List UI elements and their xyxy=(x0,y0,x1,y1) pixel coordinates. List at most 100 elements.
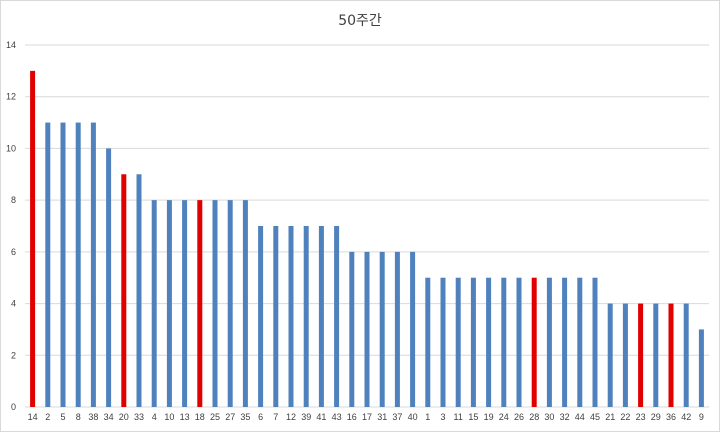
x-tick-label: 23 xyxy=(636,412,646,422)
x-tick-label: 18 xyxy=(195,412,205,422)
x-tick-label: 9 xyxy=(699,412,704,422)
x-tick-label: 8 xyxy=(76,412,81,422)
x-tick-label: 14 xyxy=(28,412,38,422)
x-tick-label: 40 xyxy=(408,412,418,422)
x-tick-label: 34 xyxy=(104,412,114,422)
y-tick-label: 14 xyxy=(6,40,16,50)
x-tick-label: 26 xyxy=(514,412,524,422)
bar-23 xyxy=(638,303,644,407)
x-tick-label: 25 xyxy=(210,412,220,422)
bar-2 xyxy=(45,122,51,408)
x-tick-label: 15 xyxy=(468,412,478,422)
x-tick-label: 16 xyxy=(347,412,357,422)
x-tick-label: 29 xyxy=(651,412,661,422)
bars xyxy=(30,70,704,408)
y-tick-label: 10 xyxy=(6,143,16,153)
x-tick-label: 2 xyxy=(45,412,50,422)
bar-44 xyxy=(577,277,583,407)
bar-45 xyxy=(592,277,598,407)
bar-9 xyxy=(698,329,704,407)
x-tick-label: 37 xyxy=(392,412,402,422)
x-tick-label: 11 xyxy=(454,412,463,422)
bar-39 xyxy=(303,226,309,407)
x-tick-label: 1 xyxy=(425,412,430,422)
bar-3 xyxy=(440,277,446,407)
x-tick-label: 30 xyxy=(544,412,554,422)
x-tick-label: 13 xyxy=(180,412,190,422)
x-tick-label: 6 xyxy=(258,412,263,422)
x-tick-label: 44 xyxy=(575,412,585,422)
bar-36 xyxy=(668,303,674,407)
bar-11 xyxy=(455,277,461,407)
bar-25 xyxy=(212,200,218,407)
y-tick-label: 8 xyxy=(11,195,16,205)
x-tick-label: 5 xyxy=(60,412,65,422)
bar-19 xyxy=(486,277,492,407)
x-tick-label: 7 xyxy=(273,412,278,422)
x-tick-label: 35 xyxy=(240,412,250,422)
bar-41 xyxy=(318,226,324,407)
y-axis-ticks: 0 2 4 6 8 10 12 14 xyxy=(6,40,16,412)
bar-37 xyxy=(394,251,400,407)
x-tick-label: 22 xyxy=(620,412,630,422)
bar-31 xyxy=(379,251,385,407)
y-tick-label: 4 xyxy=(11,299,16,309)
bar-14 xyxy=(30,70,36,407)
bar-35 xyxy=(242,200,248,407)
x-tick-label: 19 xyxy=(484,412,494,422)
bar-22 xyxy=(622,303,628,407)
x-tick-label: 17 xyxy=(362,412,372,422)
x-tick-label: 36 xyxy=(666,412,676,422)
x-tick-label: 45 xyxy=(590,412,600,422)
x-tick-label: 20 xyxy=(119,412,129,422)
bar-10 xyxy=(166,200,172,407)
y-tick-label: 6 xyxy=(11,247,16,257)
x-tick-label: 39 xyxy=(301,412,311,422)
bar-30 xyxy=(546,277,552,407)
y-tick-label: 2 xyxy=(11,350,16,360)
bar-28 xyxy=(531,277,537,407)
x-tick-label: 27 xyxy=(225,412,235,422)
bar-40 xyxy=(410,251,416,407)
bar-17 xyxy=(364,251,370,407)
bar-38 xyxy=(90,122,96,408)
bar-20 xyxy=(121,174,127,407)
bar-43 xyxy=(334,226,340,407)
x-tick-label: 4 xyxy=(152,412,157,422)
bar-7 xyxy=(273,226,279,407)
x-tick-label: 38 xyxy=(88,412,98,422)
x-tick-label: 12 xyxy=(286,412,296,422)
x-tick-label: 43 xyxy=(332,412,342,422)
x-tick-label: 10 xyxy=(164,412,174,422)
bar-18 xyxy=(197,200,203,407)
bar-24 xyxy=(501,277,507,407)
x-tick-label: 31 xyxy=(377,412,387,422)
x-tick-label: 28 xyxy=(529,412,539,422)
y-tick-label: 0 xyxy=(11,402,16,412)
bar-21 xyxy=(607,303,613,407)
bar-29 xyxy=(653,303,659,407)
x-tick-label: 21 xyxy=(605,412,615,422)
x-tick-label: 32 xyxy=(560,412,570,422)
x-tick-label: 41 xyxy=(316,412,326,422)
bar-13 xyxy=(182,200,188,407)
bar-15 xyxy=(470,277,476,407)
x-tick-label: 24 xyxy=(499,412,509,422)
bar-33 xyxy=(136,174,142,407)
bar-4 xyxy=(151,200,157,407)
bar-16 xyxy=(349,251,355,407)
bar-42 xyxy=(683,303,689,407)
bar-5 xyxy=(60,122,66,408)
x-tick-label: 42 xyxy=(681,412,691,422)
bar-34 xyxy=(106,148,112,407)
x-tick-label: 3 xyxy=(440,412,445,422)
bar-8 xyxy=(75,122,81,408)
bar-27 xyxy=(227,200,233,407)
bar-12 xyxy=(288,226,294,407)
x-axis-ticks: 14 2 5 8 38 34 20 33 4 10 13 18 25 27 35 6 7 12 39 41 43 16 17… xyxy=(28,412,704,422)
x-tick-label: 33 xyxy=(134,412,144,422)
y-tick-label: 12 xyxy=(6,92,16,102)
bar-32 xyxy=(562,277,568,407)
